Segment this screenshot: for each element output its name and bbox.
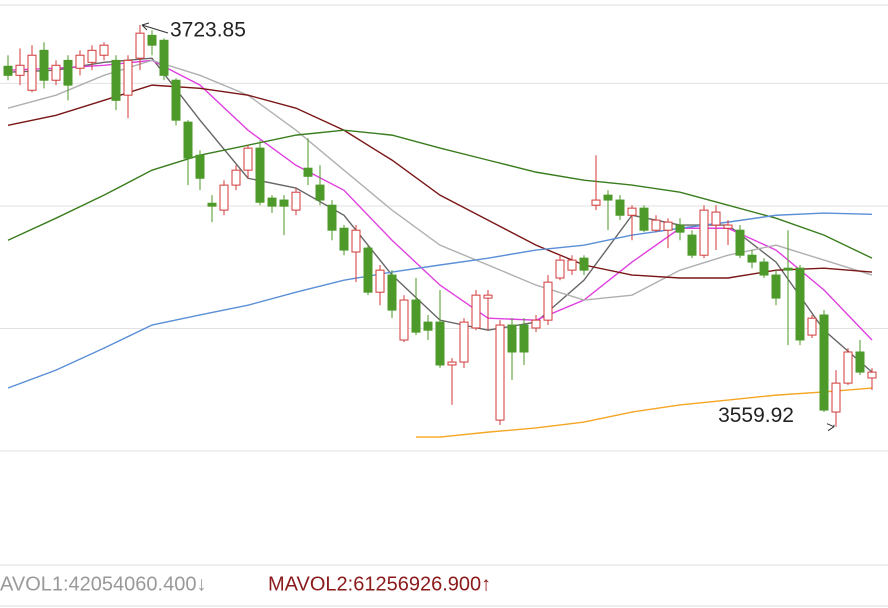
candle-body [531, 319, 541, 329]
candle-body [807, 317, 817, 336]
candle-body [339, 227, 349, 251]
candle-body [675, 224, 685, 233]
candle-body [423, 321, 433, 331]
candle-body [699, 209, 709, 256]
candle-body [435, 321, 445, 366]
candle-body [363, 247, 373, 293]
annotation-label: 3723.85 [170, 19, 246, 42]
candle-body [255, 147, 265, 203]
candle-body [15, 64, 25, 76]
candle-body [735, 229, 745, 256]
candle-body [183, 121, 193, 159]
candle-body [171, 79, 181, 121]
candle-body [867, 371, 877, 379]
candle-body [111, 59, 121, 101]
candle-body [327, 204, 337, 231]
candle-body [567, 259, 577, 271]
candle-body [411, 299, 421, 333]
candle-body [243, 147, 253, 171]
candle-body [219, 184, 229, 211]
ma-line [416, 387, 873, 438]
candle-body [555, 259, 565, 279]
candle-body [759, 261, 769, 276]
candle-body [3, 65, 13, 76]
candle-body [123, 59, 133, 96]
ma-line [7, 129, 873, 259]
candle-body [231, 169, 241, 186]
candle-body [75, 54, 85, 69]
candle-body [483, 294, 493, 299]
arrow-head [826, 423, 835, 432]
candle-body [747, 254, 757, 263]
candles [3, 24, 877, 427]
candle-body [627, 207, 637, 216]
candle-body [87, 49, 97, 63]
candle-body [27, 54, 37, 91]
candle-body [819, 314, 829, 411]
candle-body [687, 234, 697, 256]
candle-body [399, 299, 409, 341]
candle-body [579, 257, 589, 271]
candle-body [651, 219, 661, 231]
candle-body [663, 221, 673, 231]
candle-body [351, 229, 361, 253]
annotation-arrow [141, 24, 169, 34]
candle-body [387, 274, 397, 311]
candle-body [603, 194, 613, 201]
candle-body [591, 199, 601, 206]
candle-body [615, 199, 625, 216]
volume-label: MAVOL2:61256926.900↑ [268, 573, 491, 595]
candle-body [51, 64, 61, 81]
candle-body [639, 207, 649, 231]
candle-body [471, 294, 481, 329]
candle-body [843, 351, 853, 384]
candle-body [303, 167, 313, 177]
annotation-label: 3559.92 [718, 404, 794, 427]
candle-body [63, 59, 73, 86]
candle-body [267, 197, 277, 207]
arrow-head [141, 22, 150, 31]
candle-body [447, 361, 457, 366]
candle-body [459, 321, 469, 363]
candle-body [507, 324, 517, 353]
candle-body [723, 224, 733, 229]
candle-body [375, 269, 385, 293]
ma-line [7, 84, 873, 279]
candle-body [207, 202, 217, 207]
candle-body [771, 274, 781, 299]
candle-body [99, 44, 109, 56]
candle-body [543, 281, 553, 321]
grid [0, 82, 888, 452]
candle-body [135, 32, 145, 59]
volume-label: AVOL1:42054060.400↓ [0, 573, 206, 595]
candle-body [195, 154, 205, 179]
candle-body [519, 324, 529, 353]
candle-body [855, 351, 865, 373]
candle-body [831, 382, 841, 413]
candle-body [495, 324, 505, 421]
candle-body [795, 267, 805, 341]
candle-body [315, 184, 325, 201]
candle-body [147, 34, 157, 46]
annotations: 3723.85 3559.92 [141, 19, 835, 432]
candle-body [783, 267, 793, 271]
candle-body [291, 191, 301, 211]
candle-body [711, 211, 721, 226]
candle-body [159, 39, 169, 76]
candle-body [279, 199, 289, 207]
candle-body [39, 49, 49, 81]
ma-line [7, 59, 873, 301]
